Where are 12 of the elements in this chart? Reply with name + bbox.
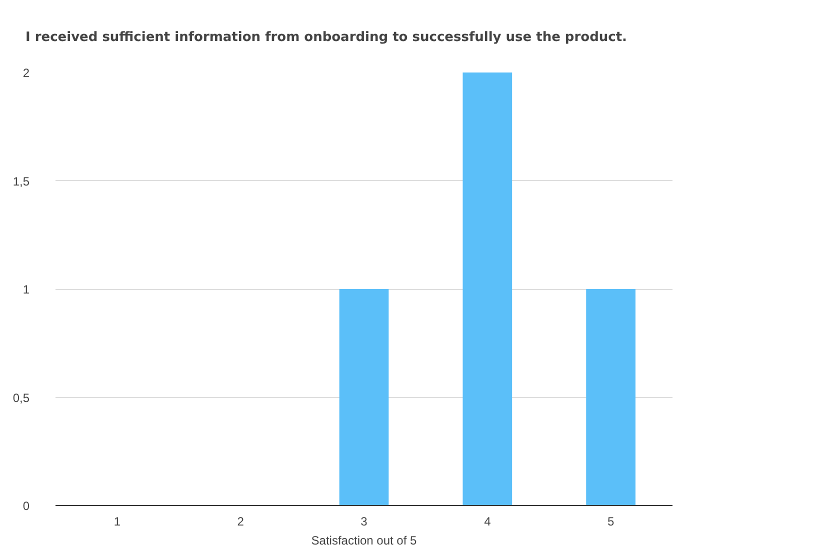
- y-tick-label: 1: [22, 282, 30, 296]
- x-tick-label: 5: [607, 514, 614, 528]
- x-tick-label: 2: [237, 514, 244, 528]
- y-tick-label: 2: [22, 66, 30, 80]
- x-axis-title: Satisfaction out of 5: [311, 534, 418, 548]
- x-tick-label: 4: [484, 514, 492, 528]
- y-tick-label: 0: [22, 499, 30, 513]
- y-tick-label: 0,5: [12, 390, 30, 405]
- chart-title: I received sufficient information from onboarding to successfully use the product.: [26, 30, 627, 45]
- x-tick-label: 3: [360, 514, 368, 528]
- y-tick-label: 1,5: [12, 174, 30, 188]
- x-tick-label: 1: [114, 514, 121, 528]
